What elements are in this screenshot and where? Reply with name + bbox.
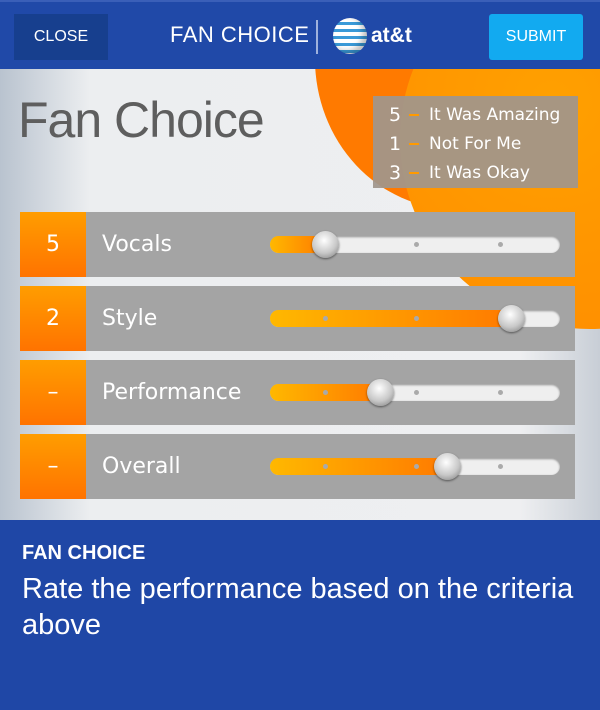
legend-item: 5 It Was Amazing bbox=[389, 100, 578, 129]
criterion-row-overall: – Overall bbox=[20, 434, 575, 499]
divider bbox=[316, 20, 318, 54]
rating-slider[interactable] bbox=[270, 453, 560, 480]
score-value: 5 bbox=[20, 212, 86, 277]
legend-item: 1 Not For Me bbox=[389, 129, 578, 158]
criterion-row-performance: – Performance bbox=[20, 360, 575, 425]
footer-description: Rate the performance based on the criter… bbox=[22, 573, 574, 641]
header-bar: CLOSE FAN CHOICE at&t SUBMIT bbox=[0, 0, 600, 69]
rating-slider[interactable] bbox=[270, 305, 560, 332]
footer-panel: FAN CHOICE Rate the performance based on… bbox=[0, 520, 600, 710]
criterion-label: Style bbox=[102, 306, 158, 331]
slider-tick bbox=[323, 464, 328, 469]
footer-title: FAN CHOICE bbox=[22, 542, 146, 564]
slider-fill bbox=[270, 458, 447, 475]
criterion-row-vocals: 5 Vocals bbox=[20, 212, 575, 277]
legend-text: It Was Okay bbox=[429, 162, 530, 183]
att-globe-icon bbox=[333, 18, 367, 54]
legend-value: 1 bbox=[389, 132, 402, 155]
rating-slider[interactable] bbox=[270, 231, 560, 258]
rating-slider[interactable] bbox=[270, 379, 560, 406]
header-title: FAN CHOICE bbox=[170, 22, 310, 47]
slider-tick bbox=[414, 464, 419, 469]
att-logo: at&t bbox=[333, 18, 412, 54]
criterion-label: Vocals bbox=[102, 232, 172, 257]
slider-thumb[interactable] bbox=[367, 379, 395, 406]
rating-panel: Fan Choice 5 It Was Amazing 1 Not For Me 3… bbox=[0, 69, 600, 520]
legend-value: 5 bbox=[389, 103, 402, 126]
criterion-label: Overall bbox=[102, 454, 181, 479]
slider-thumb[interactable] bbox=[312, 231, 340, 258]
submit-button[interactable]: SUBMIT bbox=[489, 14, 583, 60]
slider-tick bbox=[323, 316, 328, 321]
slider-fill bbox=[270, 310, 511, 327]
slider-tick bbox=[414, 390, 419, 395]
slider-tick bbox=[414, 316, 419, 321]
dash-icon bbox=[409, 171, 419, 174]
dash-icon bbox=[409, 113, 419, 116]
dash-icon bbox=[409, 142, 419, 145]
legend-text: It Was Amazing bbox=[429, 104, 561, 125]
slider-tick bbox=[498, 242, 503, 247]
slider-fill bbox=[270, 236, 326, 253]
score-value: – bbox=[20, 434, 86, 499]
slider-thumb[interactable] bbox=[433, 453, 461, 480]
rating-legend: 5 It Was Amazing 1 Not For Me 3 It Was Okay bbox=[373, 96, 578, 188]
slider-tick bbox=[498, 390, 503, 395]
slider-thumb[interactable] bbox=[497, 305, 525, 332]
legend-item: 3 It Was Okay bbox=[389, 158, 578, 187]
brand-name: at&t bbox=[371, 24, 412, 47]
score-value: – bbox=[20, 360, 86, 425]
slider-tick bbox=[498, 464, 503, 469]
criterion-label: Performance bbox=[102, 380, 242, 405]
slider-tick bbox=[323, 390, 328, 395]
score-value: 2 bbox=[20, 286, 86, 351]
legend-value: 3 bbox=[389, 161, 402, 184]
criterion-row-style: 2 Style bbox=[20, 286, 575, 351]
legend-text: Not For Me bbox=[429, 133, 522, 154]
page-title: Fan Choice bbox=[18, 92, 265, 148]
close-button[interactable]: CLOSE bbox=[14, 14, 108, 60]
slider-tick bbox=[414, 242, 419, 247]
